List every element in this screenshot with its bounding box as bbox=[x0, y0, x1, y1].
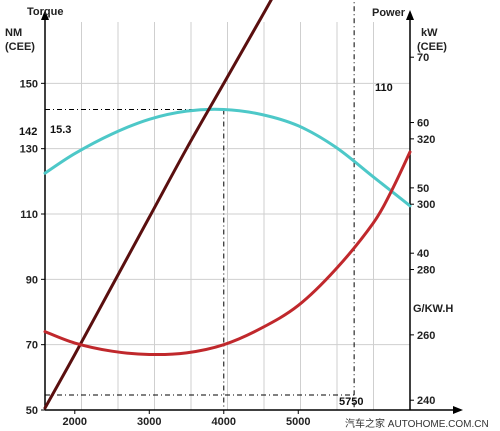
x-axis-arrow bbox=[453, 406, 463, 414]
left-axis-unit-1: NM bbox=[5, 27, 22, 39]
left-tick-label: 150 bbox=[20, 78, 38, 90]
right-axis-arrow bbox=[406, 10, 414, 20]
left-axis-arrow bbox=[41, 10, 49, 20]
x-tick-label: 5000 bbox=[286, 416, 310, 428]
right-axis-unit-1: kW bbox=[421, 27, 438, 39]
x-tick-label: 4000 bbox=[212, 416, 236, 428]
power-curve bbox=[43, 0, 273, 410]
right-axis-unit-2: (CEE) bbox=[417, 41, 447, 53]
power-tick-label: 60 bbox=[417, 118, 429, 130]
left-tick-label: 90 bbox=[26, 274, 38, 286]
power-tick-label: 50 bbox=[417, 183, 429, 195]
consumption-axis-title: G/KW.H bbox=[413, 303, 453, 315]
right-axis-title-top: Power bbox=[372, 7, 406, 19]
left-tick-label: 130 bbox=[20, 144, 38, 156]
power-tick-label: 70 bbox=[417, 52, 429, 64]
rpm-annotation-label: 5750 bbox=[339, 396, 363, 408]
consumption-curve bbox=[43, 150, 412, 357]
series-group bbox=[43, 0, 412, 410]
left-tick-label: 110 bbox=[20, 209, 38, 221]
consumption-tick-label: 240 bbox=[417, 395, 435, 407]
tick-labels: 2000300040005000507090110130150405060708… bbox=[20, 52, 436, 428]
torque-curve bbox=[43, 107, 412, 208]
consumption-tick-label: 260 bbox=[417, 330, 435, 342]
consumption-tick-label: 300 bbox=[417, 199, 435, 211]
left-axis-title-top: Torque bbox=[27, 6, 63, 18]
x-tick-label: 3000 bbox=[137, 416, 161, 428]
torque-peak-label: 142 bbox=[19, 126, 37, 138]
consumption-tick-label: 320 bbox=[417, 134, 435, 146]
x-tick-label: 2000 bbox=[63, 416, 87, 428]
consumption-tick-label: 280 bbox=[417, 265, 435, 277]
watermark: 汽车之家 AUTOHOME.COM.CN bbox=[345, 417, 489, 430]
left-tick-label: 70 bbox=[26, 340, 38, 352]
left-axis-unit-2: (CEE) bbox=[5, 41, 35, 53]
torque-mkg-label: 15.3 bbox=[50, 124, 71, 136]
power-peak-label: 110 bbox=[375, 82, 393, 94]
grid bbox=[45, 22, 410, 411]
left-tick-label: 50 bbox=[26, 405, 38, 417]
power-tick-label: 40 bbox=[417, 248, 429, 260]
